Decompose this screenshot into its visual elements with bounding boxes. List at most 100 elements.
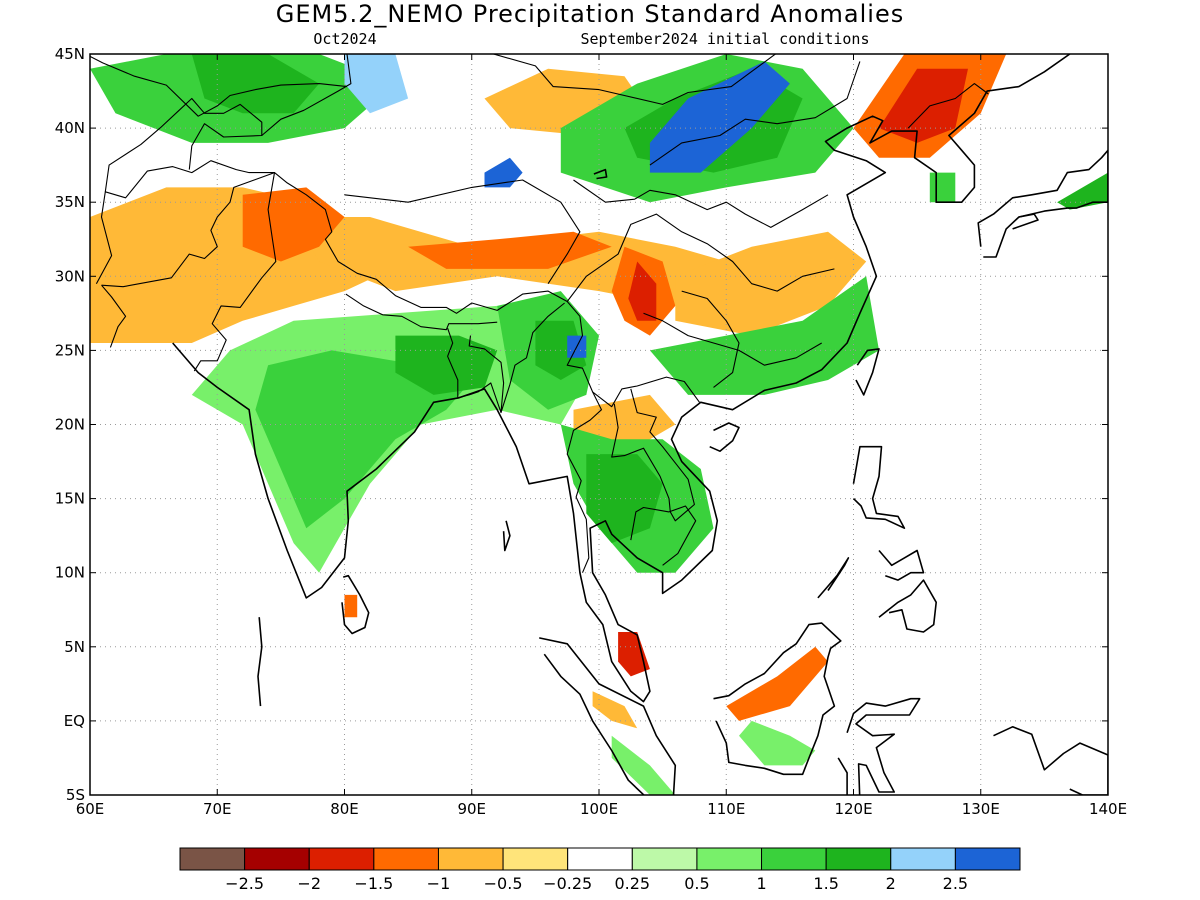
colorbar-swatch (567, 847, 633, 871)
lat-tick-label: 25N (55, 341, 85, 359)
border-himalaya-border (274, 172, 700, 408)
coastline-taiwan (855, 348, 880, 396)
colorbar-label: −2 (297, 874, 321, 893)
coastline-sri-lanka (341, 574, 370, 635)
lon-tick-label: 110E (707, 800, 745, 818)
colorbar-swatch (179, 847, 246, 871)
anomaly-region-xinjiang-wet (344, 54, 409, 114)
colorbar-legend: −2.5 −2 −1.5 −1 −0.5 −0.25 0.25 0.5 1 1.5 2 2.5 (179, 847, 1021, 893)
anomaly-region-pakistan-core-dry (242, 187, 345, 262)
anomaly-region-japan-wet (1057, 172, 1108, 210)
anomaly-region-sri-lanka-dry (344, 594, 358, 618)
colorbar-label: 2 (886, 874, 896, 893)
colorbar-swatch (244, 847, 310, 871)
coastline-layer (172, 54, 1108, 795)
colorbar-swatch (696, 847, 763, 871)
border-china-internal-4 (681, 290, 740, 388)
anomaly-region-india-core-wet (255, 350, 472, 529)
lat-tick-label: 20N (55, 416, 85, 434)
lat-tick-label: 45N (55, 45, 85, 63)
colorbar-label: −1 (427, 874, 451, 893)
colorbar-label: 1.5 (813, 874, 838, 893)
lon-tick-label: 130E (962, 800, 1000, 818)
lat-tick-label: 15N (55, 490, 85, 508)
colorbar-label: 0.5 (684, 874, 709, 893)
colorbar-label: 2.5 (943, 874, 968, 893)
lat-tick-label: 40N (55, 119, 85, 137)
coastline-borneo (713, 622, 842, 776)
border-china-internal-1 (566, 213, 835, 302)
colorbar-swatch (308, 847, 375, 871)
border-india-myanmar-border (500, 302, 565, 413)
coastline-mindanao (878, 579, 938, 633)
colorbar-label: 0.25 (614, 874, 650, 893)
colorbar-label: −0.25 (543, 874, 592, 893)
lon-tick-label: 70E (203, 800, 232, 818)
country-border-layer (90, 54, 989, 573)
anomaly-region-inner-mongolia-wet (649, 61, 790, 173)
anomaly-region-malay-dry (618, 632, 650, 677)
border-pakistan-iran-border (101, 284, 127, 348)
anomaly-region-south-china-wet (649, 276, 879, 395)
colorbar-swatch (825, 847, 892, 871)
coastline-sulawesi (837, 697, 921, 795)
border-tibet-internal (344, 179, 581, 284)
border-china-internal-3 (643, 312, 822, 366)
coastline-lake-qinghai (593, 168, 608, 180)
border-central-asia-border (104, 97, 263, 192)
lon-tick-label: 90E (457, 800, 486, 818)
border-bangladesh-border (447, 328, 505, 414)
border-china-north-border (261, 54, 777, 136)
anomaly-region-qinghai-wet (484, 157, 523, 188)
colorbar-swatch (890, 847, 956, 871)
lat-tick-label: 10N (55, 564, 85, 582)
colorbar-swatch (373, 847, 439, 871)
anomaly-region-sumatra-wet (611, 735, 676, 795)
figure-title: GEM5.2_NEMO Precipitation Standard Anoma… (276, 0, 904, 28)
border-myanmar-thai-border (566, 391, 603, 573)
anomaly-region-sumatra-dry (592, 691, 638, 729)
anomaly-region-borneo-wet (739, 720, 816, 766)
border-china-internal-2 (573, 179, 829, 228)
colorbar-label: 1 (756, 874, 766, 893)
border-kazakh-border (90, 55, 348, 117)
map-panel: 60E 70E 80E 90E 100E 110E 120E 130E 140E 45N 40N 35… (55, 45, 1127, 818)
anomaly-region-southeast-china-dry (675, 231, 867, 336)
lat-tick-label: 5N (64, 638, 85, 656)
coastline-new-guinea (993, 725, 1108, 795)
anomaly-shading-layer (90, 54, 1108, 795)
border-afghan-border (95, 160, 276, 288)
lat-tick-label: 30N (55, 267, 85, 285)
lat-tick-label: 5S (66, 786, 85, 804)
colorbar-swatch (761, 847, 827, 871)
lon-tick-label: 60E (76, 800, 105, 818)
colorbar-swatch (437, 847, 504, 871)
anomaly-region-korea-wet (929, 172, 956, 203)
border-laos-border (611, 388, 695, 522)
anomaly-region-central-asia-core-wet (191, 54, 320, 114)
coastline-palawan (817, 557, 850, 599)
lon-tick-label: 100E (580, 800, 618, 818)
coastline-visayas (878, 549, 925, 581)
coastline-india-coast (172, 54, 1071, 703)
border-cambodia-border (630, 505, 697, 566)
colorbar-label: −2.5 (225, 874, 264, 893)
lon-tick-label: 80E (330, 800, 359, 818)
anomaly-region-northeast-china-core-dry (879, 68, 968, 143)
border-nepal-bhutan-border (345, 293, 498, 331)
lat-tick-label: EQ (64, 712, 85, 730)
colorbar-label: −1.5 (354, 874, 393, 893)
colorbar-swatch (954, 847, 1021, 871)
coastline-andaman (502, 520, 511, 552)
lon-tick-label: 140E (1089, 800, 1127, 818)
colorbar-label: −0.5 (484, 874, 523, 893)
colorbar-swatch (502, 847, 569, 871)
coastline-sumatra (539, 637, 677, 795)
anomaly-region-borneo-dry (726, 646, 828, 721)
border-china-korea-border (907, 83, 989, 129)
valid-month-label: Oct2024 (313, 30, 376, 48)
border-china-mongolia-inner (649, 61, 861, 166)
lat-tick-label: 35N (55, 193, 85, 211)
coastline-luzon (852, 445, 906, 530)
